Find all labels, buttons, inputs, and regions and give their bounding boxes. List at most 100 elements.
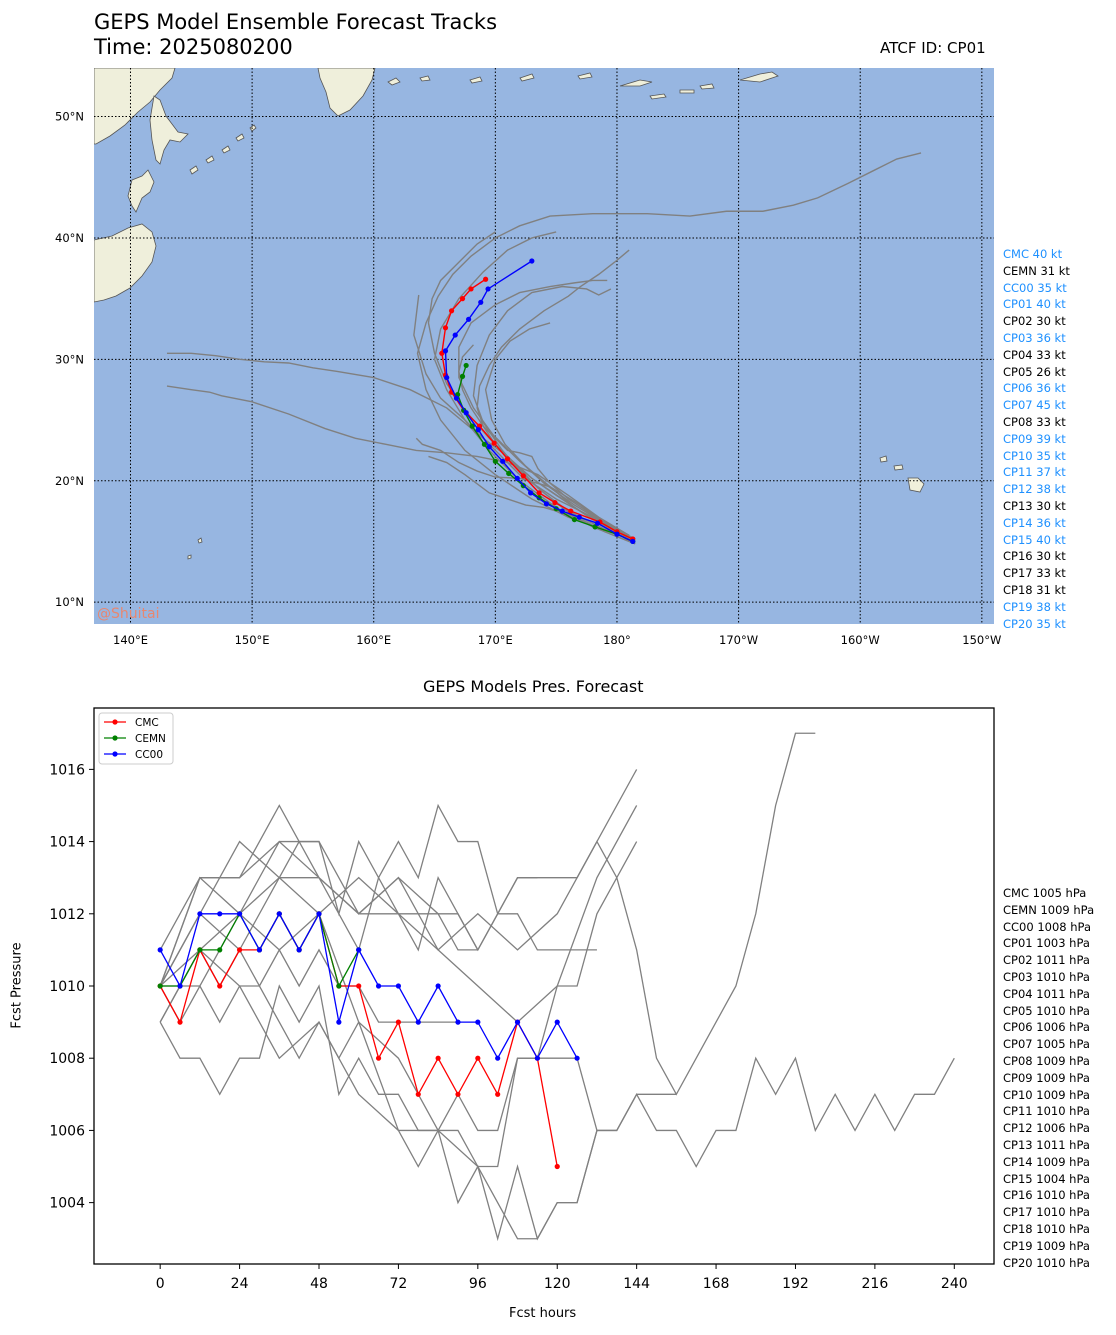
cmc-pressure-point — [236, 947, 243, 953]
cc00-track-point — [442, 348, 449, 354]
cc00-pressure-point — [514, 1019, 521, 1025]
x-tick-label: 144 — [623, 1276, 650, 1292]
member-track-line — [433, 231, 636, 545]
land-kamchatka — [94, 68, 176, 145]
pressure-list-item: CP03 1010 hPa — [1003, 969, 1090, 984]
cc00-track-point — [594, 520, 601, 526]
lat-tick-label: 30°N — [55, 352, 84, 366]
pressure-list-item: CP16 1010 hPa — [1003, 1188, 1090, 1203]
member-track-line — [416, 152, 922, 543]
cemn-track-point — [571, 516, 578, 523]
cemn-track-point — [469, 423, 475, 429]
cc00-pressure-point — [217, 911, 223, 917]
legend-label: CMC — [135, 717, 159, 729]
atcf-id: ATCF ID: CP01 — [880, 39, 986, 57]
x-tick-label: 240 — [941, 1276, 968, 1292]
cmc-pressure-point — [336, 983, 342, 989]
intensity-list: CMC 40 kt CEMN 31 kt CC00 35 kt CP01 40 kt C… — [1003, 246, 1070, 632]
cmc-track-point — [536, 490, 542, 496]
legend-marker-cmc — [112, 719, 118, 725]
intensity-list-item: CP18 31 kt — [1003, 582, 1066, 597]
pressure-title: GEPS Models Pres. Forecast — [423, 677, 644, 696]
watermark-text: @Shuitai — [97, 606, 159, 622]
pressure-list-item: CP04 1011 hPa — [1003, 986, 1090, 1001]
intensity-list-item: CP02 30 kt — [1003, 314, 1066, 329]
pressure-list-item: CP13 1011 hPa — [1003, 1137, 1090, 1152]
pressure-list-item: CP12 1006 hPa — [1003, 1121, 1090, 1136]
intensity-list-item: CP01 40 kt — [1003, 297, 1066, 312]
legend-box — [98, 712, 174, 765]
intensity-list-item: CP11 37 kt — [1003, 465, 1066, 480]
legend-marker-cemn — [112, 735, 118, 741]
land-aleutian-islands — [387, 71, 779, 100]
pressure-list-item: CP19 1009 hPa — [1003, 1238, 1090, 1253]
pressure-list-item: CP02 1011 hPa — [1003, 953, 1090, 968]
pressure-axis-ticks: 0 24 48 72 96 120 144 168 192 216 240 1004 1006 1008 1… — [49, 762, 967, 1292]
intensity-list-item: CP05 26 kt — [1003, 364, 1066, 379]
lon-tick-label: 150°E — [235, 633, 270, 647]
x-tick-label: 216 — [862, 1276, 889, 1292]
lon-tick-label: 170°W — [719, 633, 758, 647]
lon-tick-label: 180° — [603, 633, 631, 647]
cmc-pressure-line — [159, 912, 558, 1167]
cmc-track-point — [491, 440, 497, 446]
cemn-pressure-point — [197, 947, 203, 953]
member-pressure-line — [160, 732, 816, 1168]
cmc-pressure-point — [475, 1055, 481, 1061]
cc00-pressure-point — [177, 983, 183, 989]
cmc-pressure-point — [514, 1019, 521, 1025]
cc00-track-line — [444, 260, 634, 543]
cmc-pressure-point — [276, 911, 282, 917]
pressure-list-item: CP10 1009 hPa — [1003, 1087, 1090, 1102]
cmc-pressure-point — [316, 911, 322, 917]
land-sakhalin — [149, 95, 189, 165]
cmc-pressure-point — [296, 947, 302, 953]
pressure-list-item: CP17 1010 hPa — [1003, 1205, 1090, 1220]
cemn-track-point — [481, 441, 488, 447]
map-gridlines — [94, 68, 994, 624]
cc00-pressure-point — [296, 947, 302, 953]
cmc-track-point — [448, 308, 455, 314]
y-tick-label: 1008 — [49, 1051, 85, 1067]
member-pressure-line — [159, 948, 458, 1023]
cc00-track-point — [514, 475, 520, 481]
legend-marker-cc00 — [112, 751, 118, 757]
cc00-pressure-point — [276, 911, 282, 917]
cemn-pressure-point — [157, 983, 163, 989]
intensity-list-item: CP14 36 kt — [1003, 515, 1066, 530]
pressure-list-item: CP20 1010 hPa — [1003, 1255, 1090, 1270]
cmc-track-point — [483, 276, 489, 282]
cmc-pressure-point — [534, 1055, 540, 1061]
member-track-line — [166, 352, 630, 537]
intensity-list-item: CC00 35 kt — [1003, 280, 1067, 295]
cc00-track-point — [485, 286, 491, 292]
intensity-list-item: CP08 33 kt — [1003, 414, 1066, 429]
cmc-pressure-point — [177, 1019, 183, 1025]
cmc-track-point — [468, 286, 474, 292]
cc00-pressure-point — [495, 1055, 501, 1061]
lat-tick-label: 20°N — [55, 474, 84, 488]
cc00-track-point — [614, 531, 620, 537]
cemn-pressure-point — [356, 947, 362, 953]
lat-tick-label: 40°N — [55, 231, 84, 245]
cemn-track-point — [459, 373, 466, 379]
cc00-pressure-point — [395, 983, 402, 989]
intensity-list-item: CP16 30 kt — [1003, 549, 1066, 564]
pressure-list-item: CMC 1005 hPa — [1003, 886, 1087, 900]
cmc-track-point — [504, 456, 511, 462]
x-tick-label: 168 — [703, 1276, 730, 1292]
cc00-pressure-point — [197, 911, 203, 917]
land-kamchatka-peninsula — [317, 68, 376, 117]
pressure-list-item: CP11 1010 hPa — [1003, 1104, 1090, 1119]
cc00-pressure-point — [415, 1019, 421, 1025]
y-tick-label: 1012 — [49, 907, 85, 923]
cc00-pressure-point — [157, 947, 163, 953]
cc00-pressure-point — [534, 1055, 540, 1061]
ocean-background — [94, 68, 994, 624]
y-tick-label: 1014 — [49, 835, 85, 851]
x-tick-label: 24 — [231, 1276, 249, 1292]
cemn-track-point — [492, 458, 498, 464]
member-pressure-line — [159, 805, 638, 1023]
intensity-list-item: CP07 45 kt — [1003, 398, 1066, 413]
cmc-pressure-point — [256, 947, 263, 953]
